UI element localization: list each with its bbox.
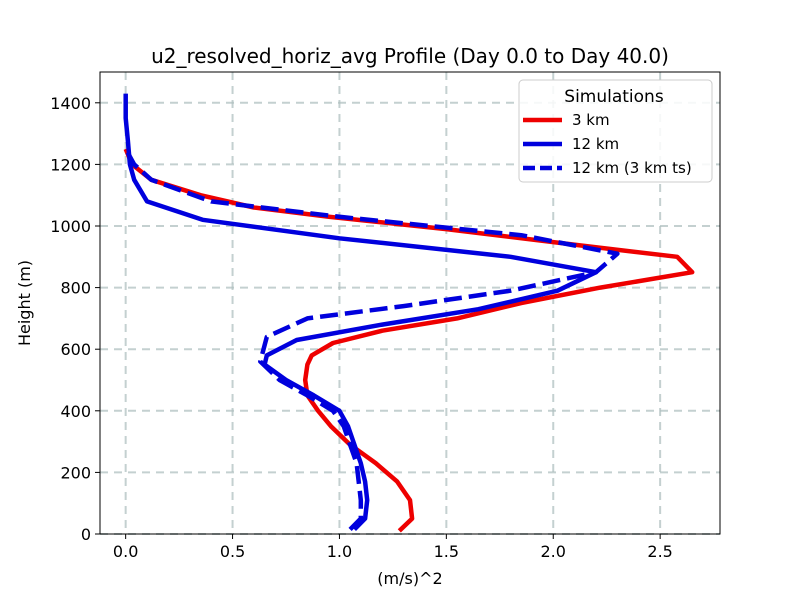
y-tick-label: 600 [60,340,91,359]
series-layer [123,93,695,533]
x-axis-label: (m/s)^2 [377,569,442,588]
legend-title: Simulations [564,87,664,107]
legend-box [518,79,713,183]
y-tick-label: 200 [60,463,91,482]
series-line-3 [123,147,620,531]
legend-label: 3 km [572,111,610,129]
y-tick-label: 800 [60,279,91,298]
y-tick-label: 400 [60,402,91,421]
y-axis-label: Height (m) [15,260,34,346]
legend: Simulations 3 km 12 km 12 km (3 km ts) [518,79,713,183]
x-tick-label: 2.0 [541,542,566,561]
series-line-1 [123,148,695,533]
ticks: 0.0 0.5 1.0 1.5 2.0 2.5 0 200 400 600 800 1000 1200 1… [50,94,673,561]
legend-entries: 3 km 12 km 12 km (3 km ts) [523,111,692,177]
y-tick-label: 1000 [50,217,91,236]
legend-label: 12 km [572,135,619,153]
y-tick-label: 1400 [50,94,91,113]
chart-title: u2_resolved_horiz_avg Profile (Day 0.0 t… [151,44,669,68]
x-tick-label: 1.5 [434,542,459,561]
x-tick-label: 1.0 [327,542,352,561]
y-tick-label: 0 [81,525,91,544]
series-line-2 [123,93,599,531]
x-tick-label: 0.0 [113,542,138,561]
y-tick-label: 1200 [50,155,91,174]
legend-label: 12 km (3 km ts) [572,159,692,177]
x-tick-label: 0.5 [220,542,245,561]
plot-frame [99,71,721,535]
x-tick-label: 2.5 [647,542,672,561]
